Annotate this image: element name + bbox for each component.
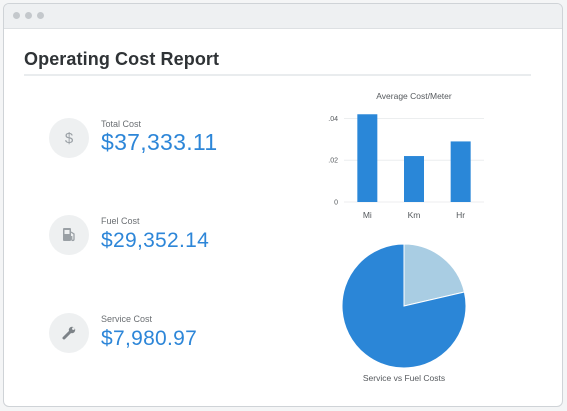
bar-chart-title: Average Cost/Meter [376, 91, 452, 101]
bar-km [404, 156, 424, 202]
service-cost-value: $7,980.97 [101, 327, 198, 350]
fuel-cost-metric: Fuel Cost $29,352.14 [49, 215, 289, 259]
y-tick-label: .04 [328, 116, 338, 123]
svg-text:$: $ [65, 130, 74, 147]
y-tick-label: 0 [334, 200, 338, 207]
dollar-icon: $ [49, 118, 89, 158]
pie-slice-fuel [341, 243, 467, 369]
window-close-dot[interactable] [13, 12, 20, 19]
bar-mi [357, 114, 378, 202]
window-zoom-dot[interactable] [37, 12, 44, 19]
service-vs-fuel-chart: Service vs Fuel Costs [334, 240, 474, 390]
fuel-pump-icon [49, 215, 89, 255]
bar-hr [450, 141, 471, 202]
pie-chart-svg [341, 243, 467, 369]
app-window: Operating Cost Report $ Total Cost $37,3… [3, 3, 563, 407]
y-tick-label: .02 [328, 158, 338, 165]
service-cost-metric: Service Cost $7,980.97 [49, 313, 289, 357]
fuel-cost-label: Fuel Cost [101, 216, 140, 226]
fuel-cost-value: $29,352.14 [101, 229, 210, 252]
x-category-label: Mi [363, 210, 372, 220]
average-cost-chart: Average Cost/Meter 0 .02 .04 Mi Km Hr [314, 86, 514, 226]
title-divider [24, 74, 531, 76]
window-titlebar [4, 4, 562, 29]
service-cost-label: Service Cost [101, 314, 153, 324]
pie-chart-title: Service vs Fuel Costs [362, 373, 446, 383]
wrench-icon [49, 313, 89, 353]
bar-chart-svg: Average Cost/Meter 0 .02 .04 Mi Km Hr [328, 91, 484, 220]
total-cost-metric: $ Total Cost $37,333.11 [49, 118, 289, 162]
window-minimize-dot[interactable] [25, 12, 32, 19]
pie-slice-service [403, 243, 466, 307]
x-category-label: Km [408, 210, 421, 220]
total-cost-value: $37,333.11 [101, 129, 218, 155]
x-category-label: Hr [456, 210, 465, 220]
total-cost-label: Total Cost [101, 119, 142, 129]
page-title: Operating Cost Report [24, 49, 220, 69]
